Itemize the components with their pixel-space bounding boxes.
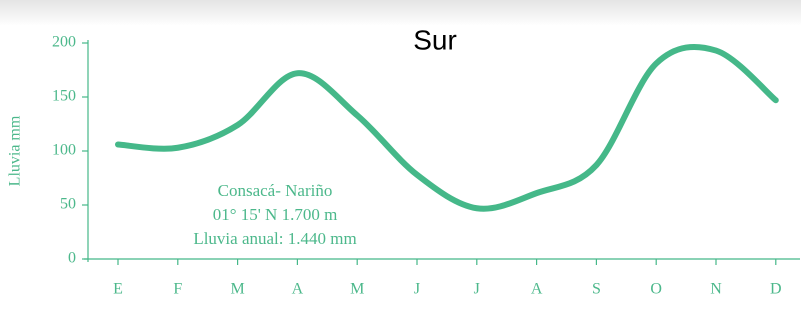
- background: [0, 0, 801, 26]
- chart-title: Sur: [413, 24, 457, 55]
- y-tick-label: 50: [60, 196, 76, 213]
- annotation: Lluvia anual: 1.440 mm: [193, 229, 356, 248]
- annotation: 01° 15' N 1.700 m: [213, 205, 338, 224]
- x-tick-label: S: [592, 281, 601, 298]
- x-tick-label: E: [113, 281, 123, 298]
- y-tick-label: 0: [68, 250, 76, 267]
- x-tick-label: D: [770, 281, 782, 298]
- y-tick-label: 150: [52, 88, 76, 105]
- x-tick-label: A: [531, 281, 543, 298]
- x-tick-label: M: [230, 281, 244, 298]
- y-axis-label: Lluvia mm: [7, 115, 24, 186]
- annotation: Consacá- Nariño: [218, 181, 333, 200]
- x-tick-label: F: [173, 281, 182, 298]
- x-tick-label: J: [414, 281, 420, 298]
- chart: Sur Lluvia mm Consacá- Nariño 01° 15' N …: [0, 0, 801, 310]
- y-tick-label: 100: [52, 142, 76, 159]
- x-tick-label: M: [350, 281, 364, 298]
- x-tick-label: N: [710, 281, 722, 298]
- x-tick-label: A: [292, 281, 304, 298]
- x-tick-label: J: [474, 281, 480, 298]
- y-tick-label: 200: [52, 34, 76, 51]
- x-tick-label: O: [650, 281, 662, 298]
